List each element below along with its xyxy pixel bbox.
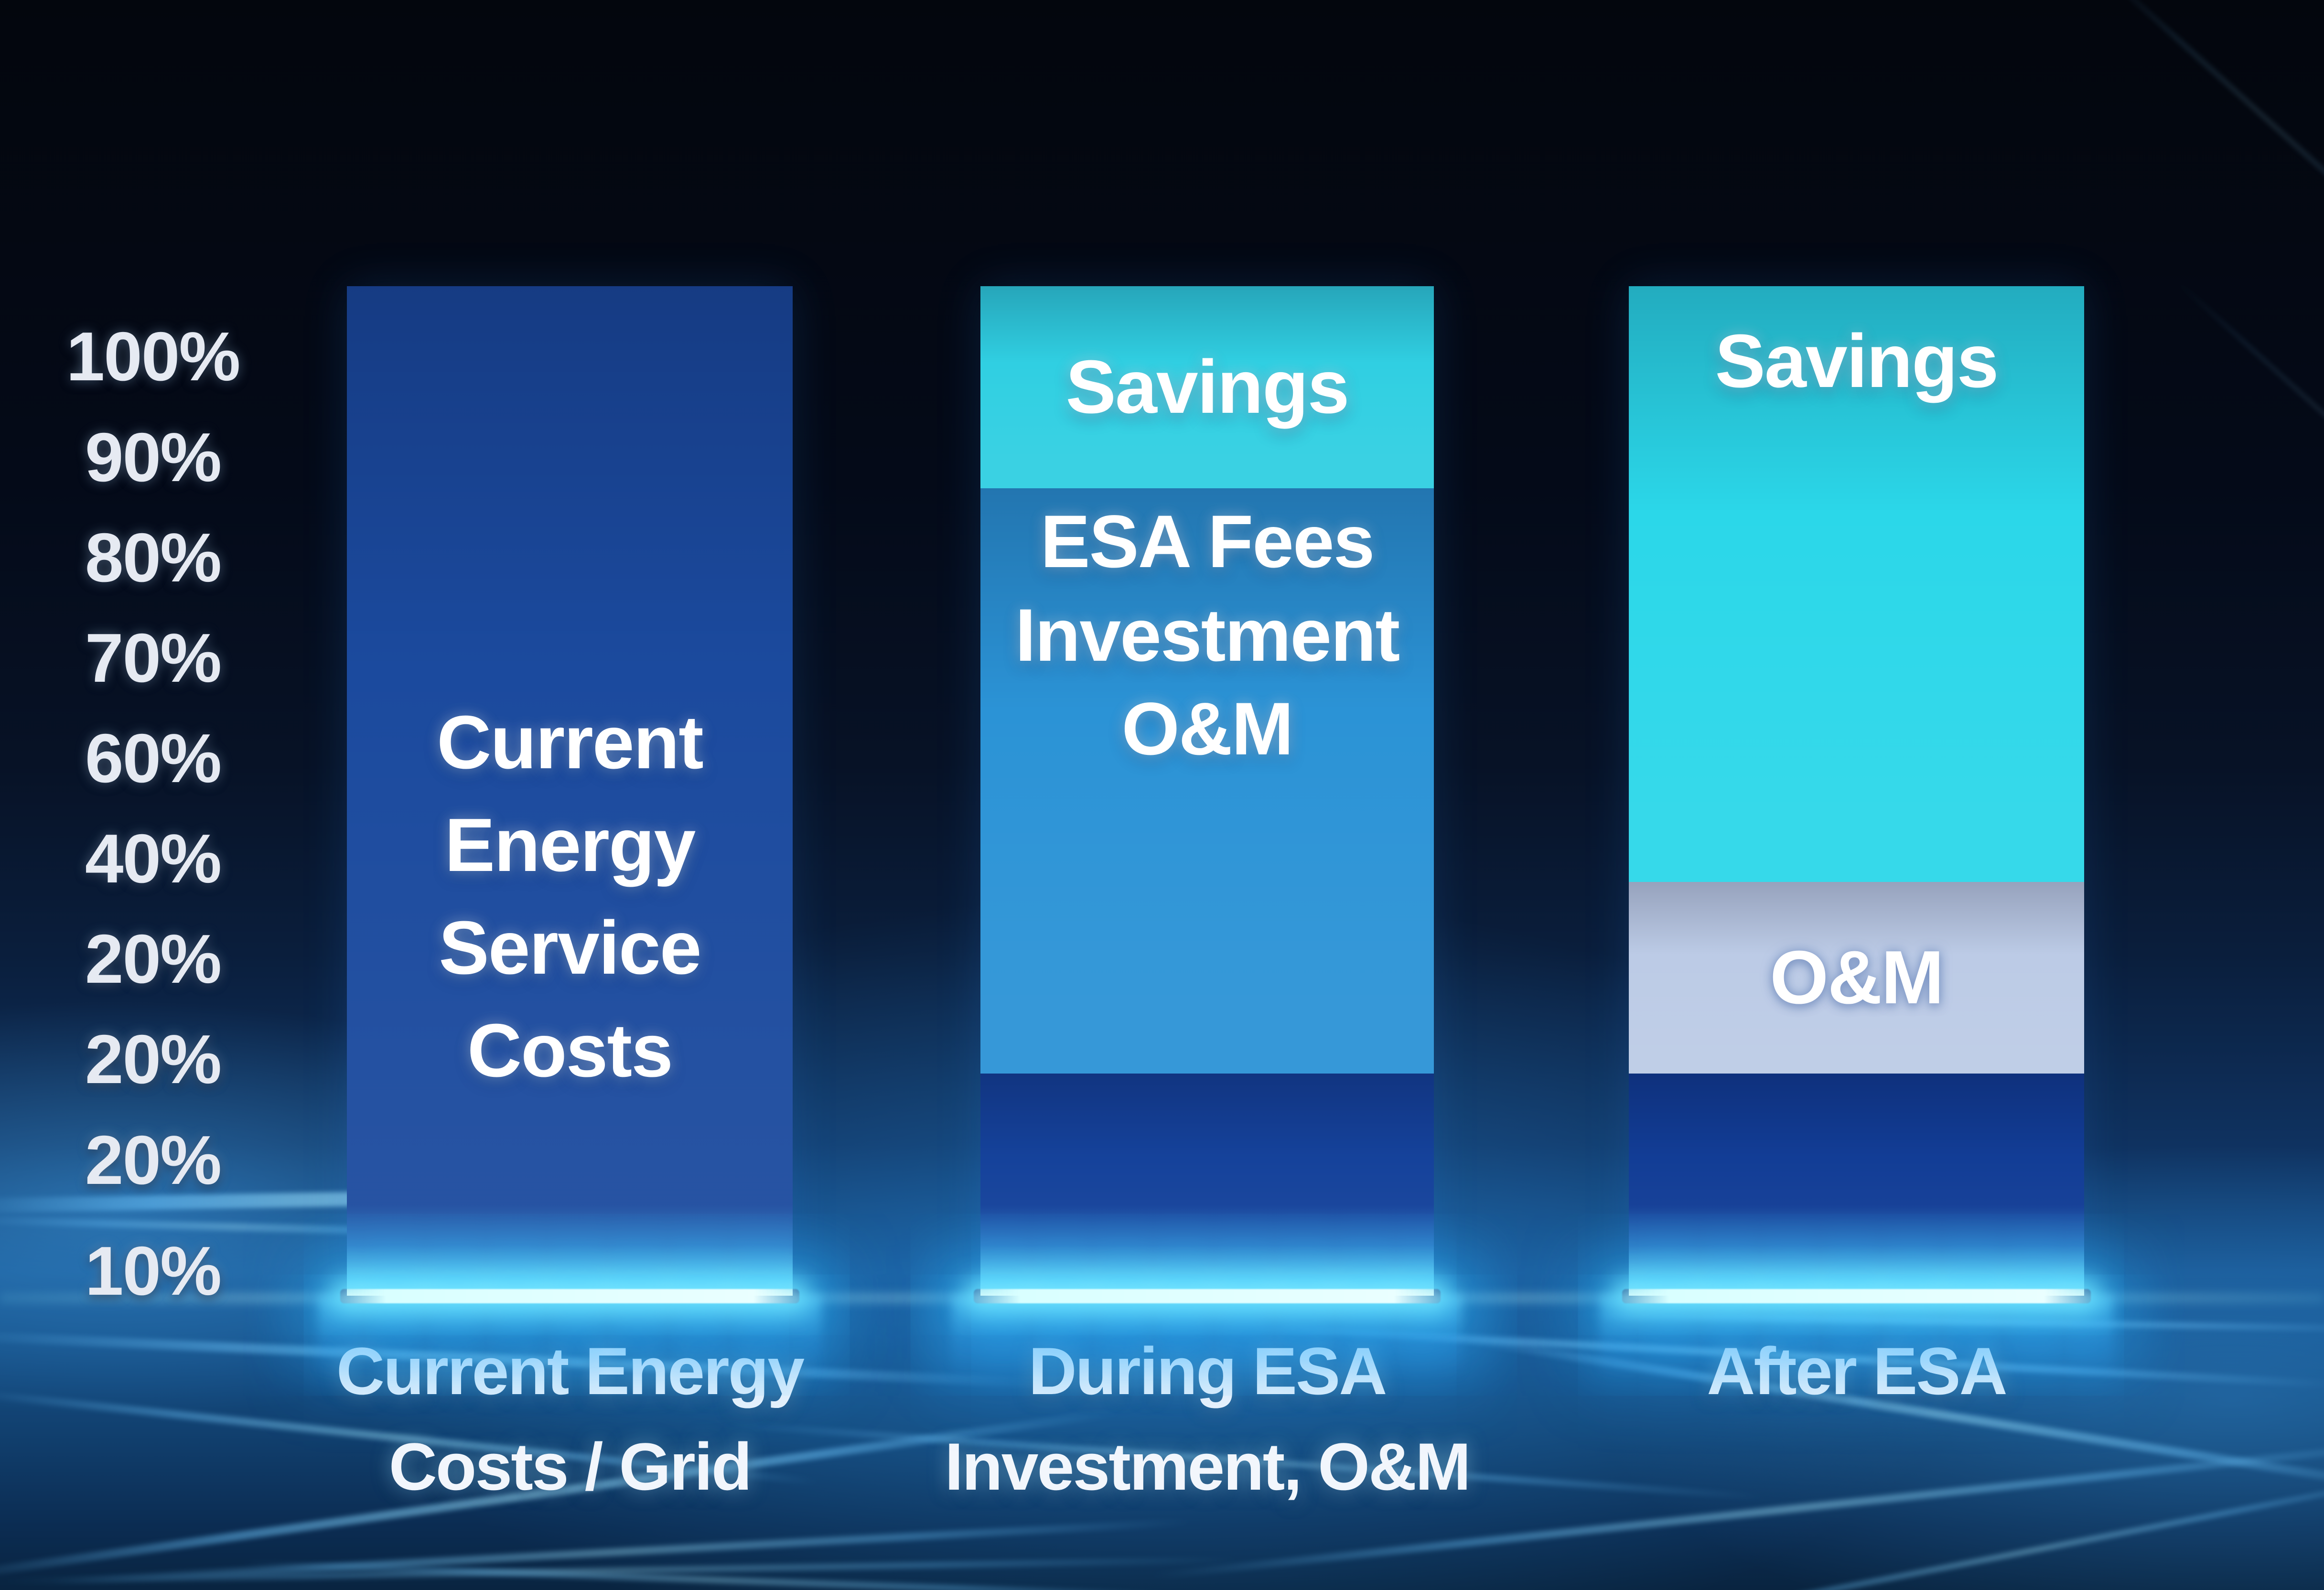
segment-label: Savings bbox=[1065, 344, 1350, 429]
y-tick: 70% bbox=[85, 619, 222, 697]
y-tick: 20% bbox=[85, 1121, 222, 1199]
y-tick: 10% bbox=[85, 1232, 222, 1310]
segment-label: ESA Fees Investment O&M bbox=[1015, 500, 1400, 771]
segment-label: O&M bbox=[1770, 935, 1944, 1020]
bar-current-energy: Current Energy Service Costs bbox=[318, 286, 821, 1379]
y-tick: 90% bbox=[85, 419, 222, 496]
bar-glow-line bbox=[340, 1289, 799, 1303]
segment-remainder bbox=[980, 1074, 1434, 1296]
y-tick: 60% bbox=[85, 720, 222, 797]
segment-label: Savings bbox=[1715, 319, 1999, 403]
segment-esa-fees-investment-om: ESA Fees Investment O&M bbox=[980, 488, 1434, 1074]
y-tick: 80% bbox=[85, 519, 222, 596]
segment-shade bbox=[980, 1074, 1434, 1296]
bar-under-bloom bbox=[952, 1296, 1463, 1379]
bar-glow-line bbox=[974, 1289, 1441, 1303]
y-tick: 20% bbox=[85, 1021, 222, 1098]
segment-label: Current Energy Service Costs bbox=[437, 700, 704, 1093]
bar-during-esa: Savings ESA Fees Investment O&M bbox=[952, 286, 1463, 1379]
segment-shade bbox=[1629, 1074, 2084, 1296]
segment-savings: Savings bbox=[1629, 286, 2084, 882]
bar-under-bloom bbox=[1600, 1296, 2113, 1379]
bar-after-esa: Savings O&M bbox=[1600, 286, 2113, 1379]
bar-glow-line bbox=[1622, 1289, 2091, 1303]
segment-om: O&M bbox=[1629, 881, 2084, 1074]
y-tick: 100% bbox=[66, 318, 241, 395]
segment-current-energy-service-costs: Current Energy Service Costs bbox=[347, 286, 793, 1296]
y-tick: 40% bbox=[85, 820, 222, 897]
y-tick: 20% bbox=[85, 920, 222, 998]
segment-savings: Savings bbox=[980, 286, 1434, 488]
bar-under-bloom bbox=[318, 1296, 821, 1379]
segment-remainder bbox=[1629, 1074, 2084, 1296]
